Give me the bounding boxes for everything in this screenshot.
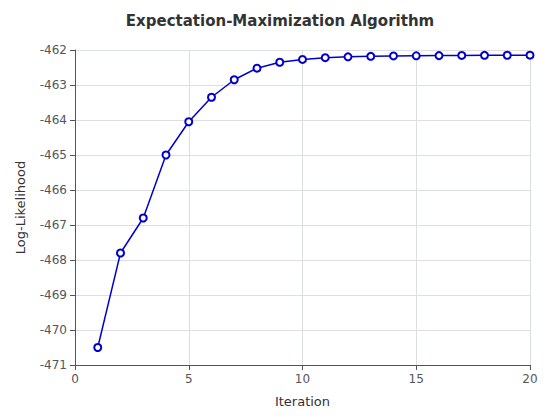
svg-text:Log-Likelihood: Log-Likelihood: [13, 161, 28, 254]
svg-text:-470: -470: [40, 323, 67, 337]
svg-text:-469: -469: [40, 288, 67, 302]
svg-text:Expectation-Maximization Algor: Expectation-Maximization Algorithm: [126, 12, 434, 30]
svg-text:5: 5: [185, 372, 193, 386]
svg-text:-468: -468: [40, 253, 67, 267]
svg-text:-471: -471: [40, 358, 67, 372]
svg-text:15: 15: [409, 372, 424, 386]
svg-text:-465: -465: [40, 148, 67, 162]
svg-text:-467: -467: [40, 218, 67, 232]
svg-text:-463: -463: [40, 78, 67, 92]
svg-text:Iteration: Iteration: [275, 394, 330, 409]
svg-text:-462: -462: [40, 43, 67, 57]
svg-text:0: 0: [71, 372, 79, 386]
svg-text:10: 10: [295, 372, 310, 386]
svg-text:-466: -466: [40, 183, 67, 197]
svg-text:20: 20: [522, 372, 537, 386]
svg-text:-464: -464: [40, 113, 67, 127]
